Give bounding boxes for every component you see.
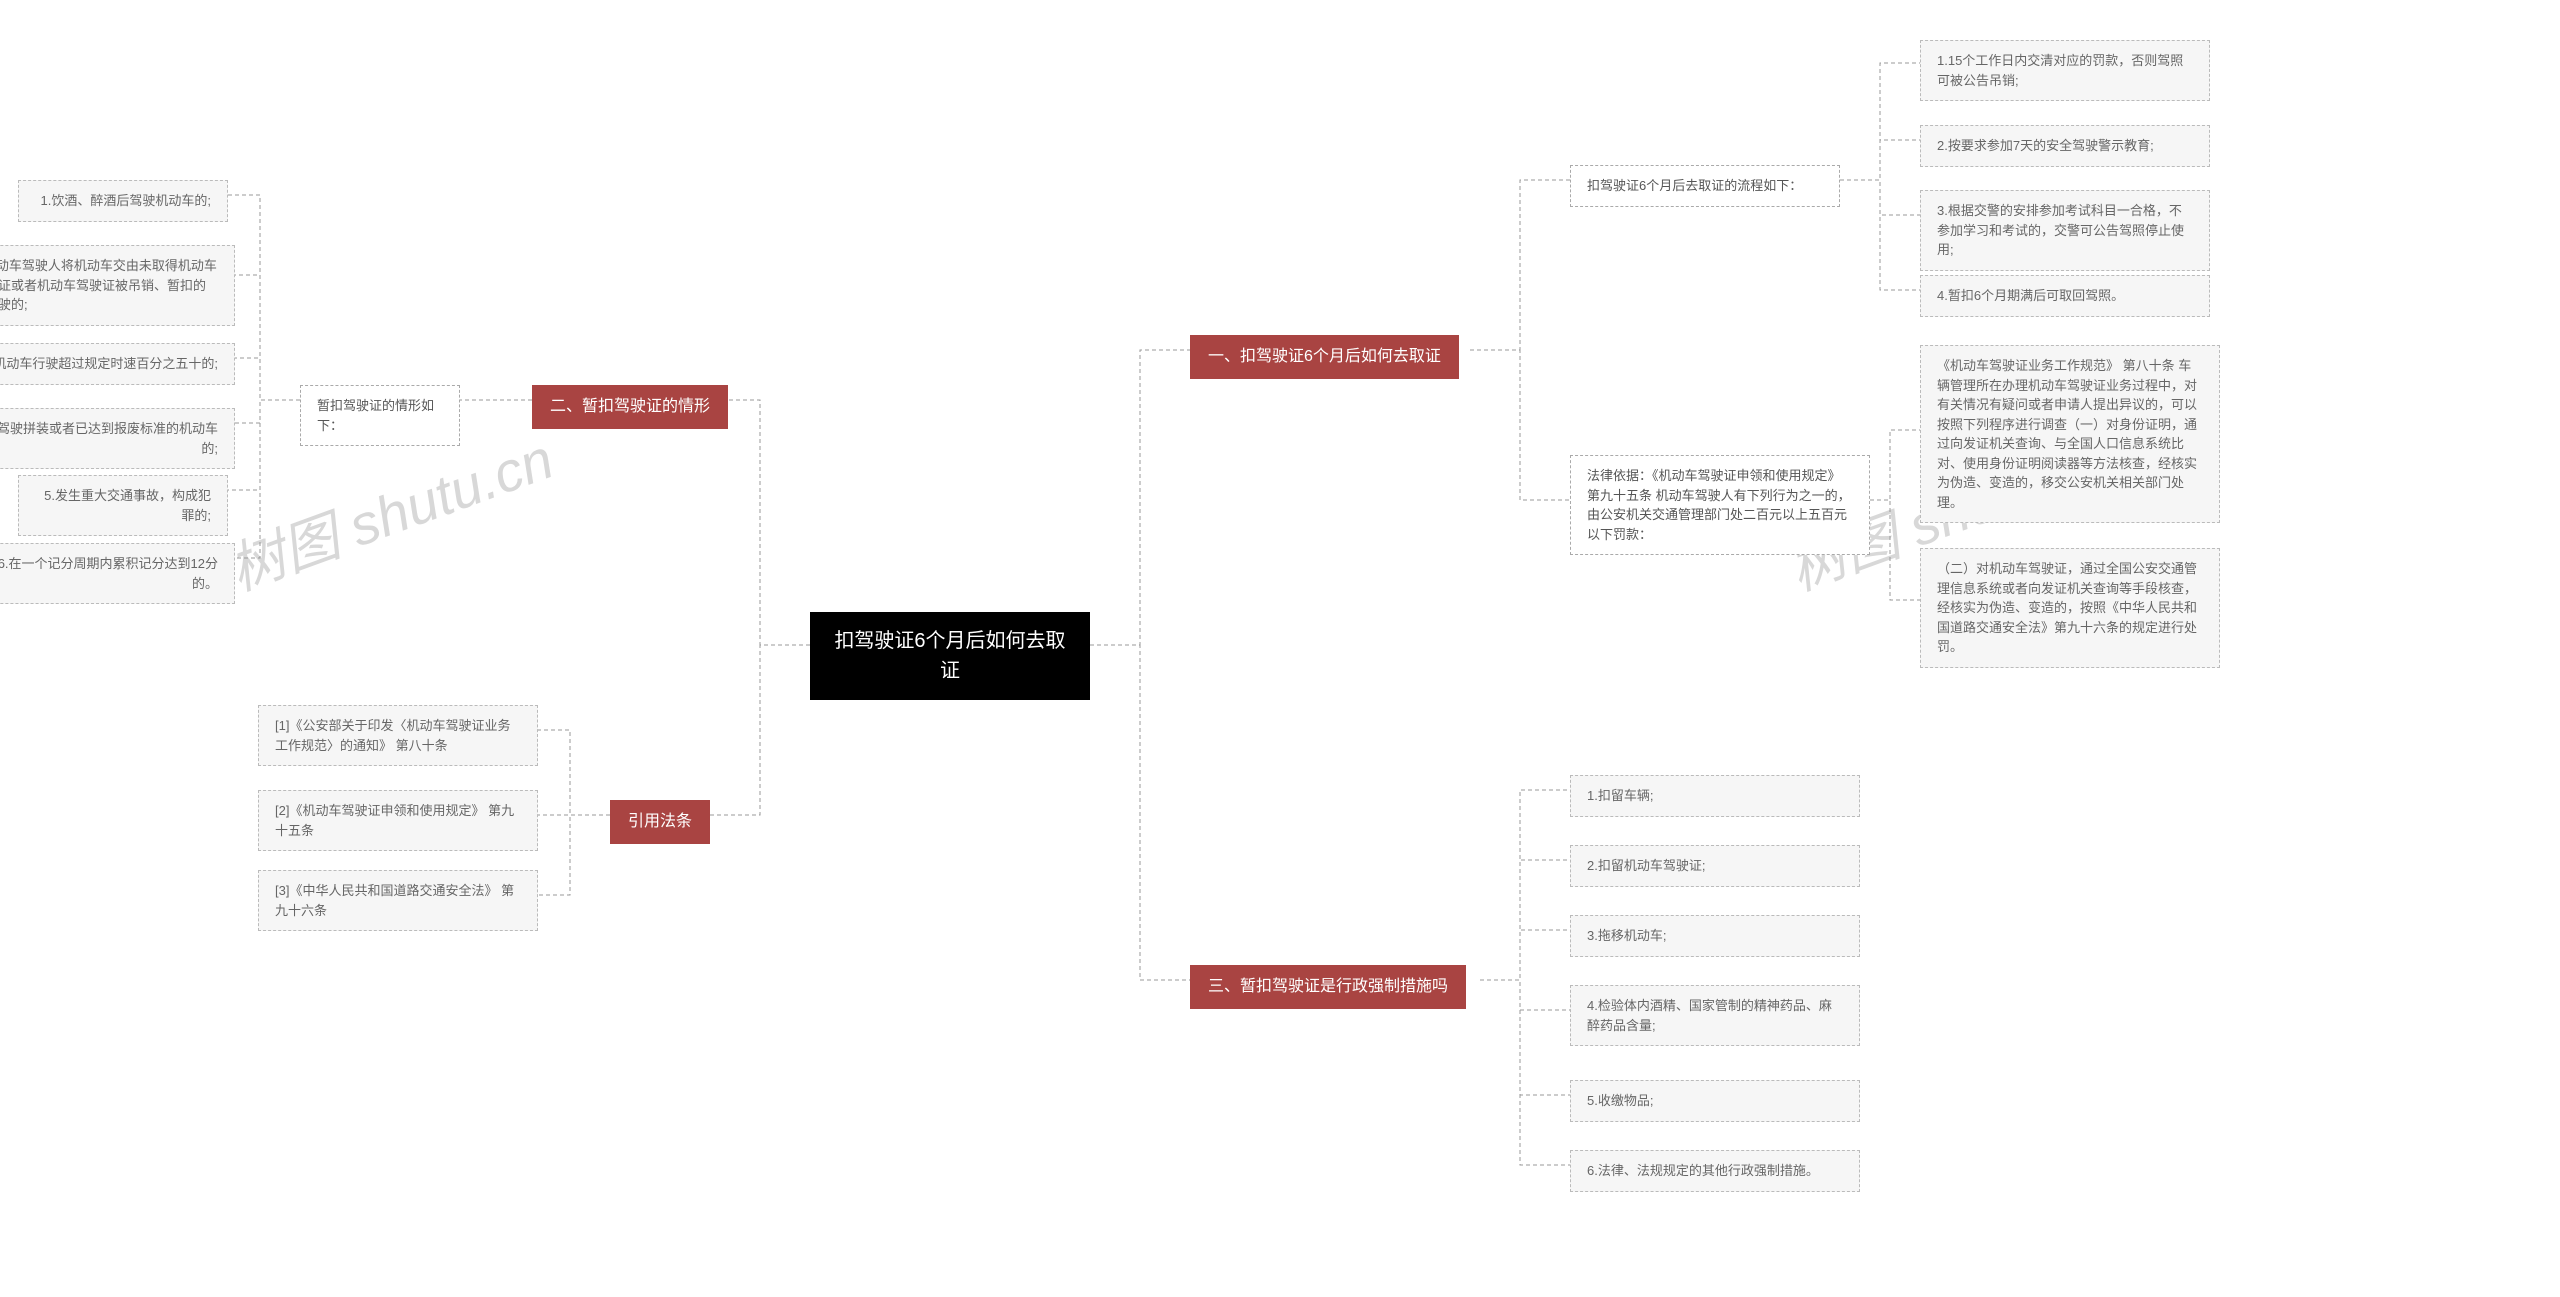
branch-3-leaf-3: 3.拖移机动车; — [1570, 915, 1860, 957]
branch-4-leaf-3: [3]《中华人民共和国道路交通安全法》 第九十六条 — [258, 870, 538, 931]
branch-4: 引用法条 — [610, 800, 710, 844]
branch-1-sub-2-leaf-1: 《机动车驾驶证业务工作规范》 第八十条 车辆管理所在办理机动车驾驶证业务过程中，… — [1920, 345, 2220, 523]
branch-2-leaf-5: 5.发生重大交通事故，构成犯罪的; — [18, 475, 228, 536]
branch-4-leaf-2: [2]《机动车驾驶证申领和使用规定》 第九十五条 — [258, 790, 538, 851]
branch-4-leaf-1: [1]《公安部关于印发〈机动车驾驶证业务工作规范〉的通知》 第八十条 — [258, 705, 538, 766]
root-node: 扣驾驶证6个月后如何去取证 — [810, 612, 1090, 700]
branch-1-sub-2-leaf-2: （二）对机动车驾驶证，通过全国公安交通管理信息系统或者向发证机关查询等手段核查，… — [1920, 548, 2220, 668]
branch-3-leaf-2: 2.扣留机动车驾驶证; — [1570, 845, 1860, 887]
branch-3-leaf-4: 4.检验体内酒精、国家管制的精神药品、麻醉药品含量; — [1570, 985, 1860, 1046]
branch-1-sub-2: 法律依据：《机动车驾驶证申领和使用规定》第九十五条 机动车驾驶人有下列行为之一的… — [1570, 455, 1870, 555]
branch-1-sub-1-leaf-2: 2.按要求参加7天的安全驾驶警示教育; — [1920, 125, 2210, 167]
branch-2-leaf-2: 2.机动车驾驶人将机动车交由未取得机动车驾驶证或者机动车驾驶证被吊销、暂扣的人驾… — [0, 245, 235, 326]
branch-1-sub-1-leaf-4: 4.暂扣6个月期满后可取回驾照。 — [1920, 275, 2210, 317]
branch-2-leaf-6: 6.在一个记分周期内累积记分达到12分的。 — [0, 543, 235, 604]
branch-1-sub-1-leaf-1: 1.15个工作日内交清对应的罚款，否则驾照可被公告吊销; — [1920, 40, 2210, 101]
branch-1-sub-1: 扣驾驶证6个月后去取证的流程如下： — [1570, 165, 1840, 207]
branch-1: 一、扣驾驶证6个月后如何去取证 — [1190, 335, 1459, 379]
branch-3: 三、暂扣驾驶证是行政强制措施吗 — [1190, 965, 1466, 1009]
branch-2: 二、暂扣驾驶证的情形 — [532, 385, 728, 429]
branch-3-leaf-5: 5.收缴物品; — [1570, 1080, 1860, 1122]
branch-2-sub: 暂扣驾驶证的情形如下： — [300, 385, 460, 446]
branch-2-leaf-1: 1.饮酒、醉酒后驾驶机动车的; — [18, 180, 228, 222]
branch-1-sub-1-leaf-3: 3.根据交警的安排参加考试科目一合格，不参加学习和考试的，交警可公告驾照停止使用… — [1920, 190, 2210, 271]
branch-3-leaf-1: 1.扣留车辆; — [1570, 775, 1860, 817]
branch-3-leaf-6: 6.法律、法规规定的其他行政强制措施。 — [1570, 1150, 1860, 1192]
branch-2-leaf-4: 4.驾驶拼装或者已达到报废标准的机动车的; — [0, 408, 235, 469]
branch-2-leaf-3: 3.机动车行驶超过规定时速百分之五十的; — [0, 343, 235, 385]
